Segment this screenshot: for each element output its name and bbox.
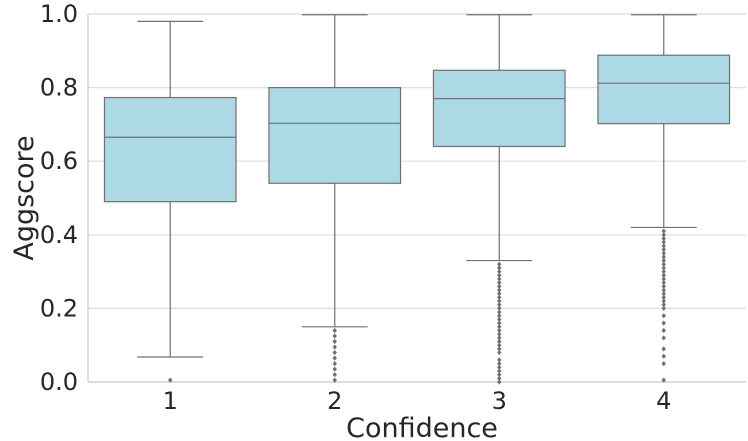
outlier-point xyxy=(332,333,337,339)
outlier-point xyxy=(497,331,502,337)
box-1 xyxy=(103,20,237,383)
outlier-point xyxy=(497,338,502,345)
outlier-point xyxy=(497,342,502,348)
y-tick-label: 1.0 xyxy=(40,0,78,28)
outlier-point xyxy=(661,280,666,286)
outlier-point xyxy=(332,338,337,345)
outlier-point xyxy=(332,355,337,361)
outlier-point xyxy=(661,254,666,260)
x-tick-label: 4 xyxy=(656,387,671,415)
iqr-box xyxy=(432,69,566,148)
tick-labels: 0.0 0.2 0.4 0.6 0.8 1.0 1 2 3 4 xyxy=(40,0,672,415)
boxes xyxy=(103,14,731,385)
y-tick-label: 0.8 xyxy=(40,74,78,102)
outlier-point xyxy=(332,377,337,383)
outlier-point xyxy=(661,239,666,245)
outlier-point xyxy=(497,261,502,267)
outlier-point xyxy=(661,250,666,256)
outlier-point xyxy=(661,269,666,275)
iqr-box xyxy=(597,54,731,125)
y-tick-label: 0.0 xyxy=(40,368,78,396)
x-tick-label: 1 xyxy=(163,387,178,415)
outlier-point xyxy=(332,372,337,378)
outlier-point xyxy=(661,361,666,367)
outlier-point xyxy=(661,327,666,334)
outlier-point xyxy=(497,324,502,330)
outlier-point xyxy=(497,294,502,300)
outlier-point xyxy=(497,320,502,326)
outlier-point xyxy=(661,302,666,308)
outlier-point xyxy=(661,377,666,383)
outlier-point xyxy=(497,309,502,315)
outlier-point xyxy=(661,313,666,319)
outlier-point xyxy=(661,257,666,264)
outlier-point xyxy=(497,316,502,323)
outlier-point xyxy=(661,276,666,282)
outlier-point xyxy=(497,302,502,308)
outlier-point xyxy=(497,283,502,289)
outlier-point xyxy=(332,344,337,350)
outlier-point xyxy=(661,261,666,267)
outlier-point xyxy=(497,364,502,370)
outlier-point xyxy=(497,298,502,304)
outlier-point xyxy=(497,368,502,374)
outlier-point xyxy=(497,269,502,275)
outlier-point xyxy=(661,294,666,300)
outlier-point xyxy=(497,272,502,278)
outlier-point xyxy=(497,276,502,282)
outlier-point xyxy=(497,346,502,352)
axes xyxy=(87,14,746,383)
box-4 xyxy=(597,14,731,383)
x-tick-label: 3 xyxy=(492,387,507,415)
outlier-point xyxy=(661,305,666,311)
outlier-point xyxy=(497,361,502,367)
outlier-point xyxy=(661,246,666,253)
outlier-point xyxy=(661,272,666,278)
outlier-point xyxy=(497,372,502,378)
box-3 xyxy=(432,14,566,385)
outlier-point xyxy=(332,327,337,334)
outlier-point xyxy=(497,357,502,363)
outlier-point xyxy=(661,353,666,359)
outlier-point xyxy=(497,305,502,311)
iqr-box xyxy=(268,86,402,184)
y-tick-label: 0.6 xyxy=(40,147,78,175)
outlier-point xyxy=(497,287,502,293)
outlier-point xyxy=(661,298,666,304)
outlier-point xyxy=(332,361,337,367)
outlier-point xyxy=(497,280,502,286)
y-tick-label: 0.4 xyxy=(40,221,78,249)
outlier-point xyxy=(661,291,666,297)
outlier-point xyxy=(661,265,666,271)
x-tick-label: 2 xyxy=(327,387,342,415)
outlier-point xyxy=(661,243,666,249)
outlier-point xyxy=(661,228,666,234)
outlier-point xyxy=(497,379,502,385)
outlier-point xyxy=(661,346,666,352)
outlier-point xyxy=(332,349,337,356)
y-axis-label: Aggscore xyxy=(9,135,40,260)
outlier-point xyxy=(661,335,666,341)
x-axis-label: Confidence xyxy=(346,413,498,441)
outlier-point xyxy=(661,232,666,238)
outlier-point xyxy=(661,287,666,293)
outlier-point xyxy=(661,235,666,242)
y-tick-label: 0.2 xyxy=(40,294,78,322)
outlier-point xyxy=(497,335,502,341)
iqr-box xyxy=(103,96,237,203)
outlier-point xyxy=(497,265,502,271)
outlier-point xyxy=(661,320,666,326)
outlier-point xyxy=(497,375,502,381)
outlier-point xyxy=(168,377,173,383)
outlier-point xyxy=(497,291,502,297)
outlier-point xyxy=(497,327,502,334)
outlier-point xyxy=(332,366,337,372)
box-2 xyxy=(268,14,402,383)
outlier-point xyxy=(497,349,502,356)
outlier-point xyxy=(661,283,666,289)
outlier-point xyxy=(497,313,502,319)
